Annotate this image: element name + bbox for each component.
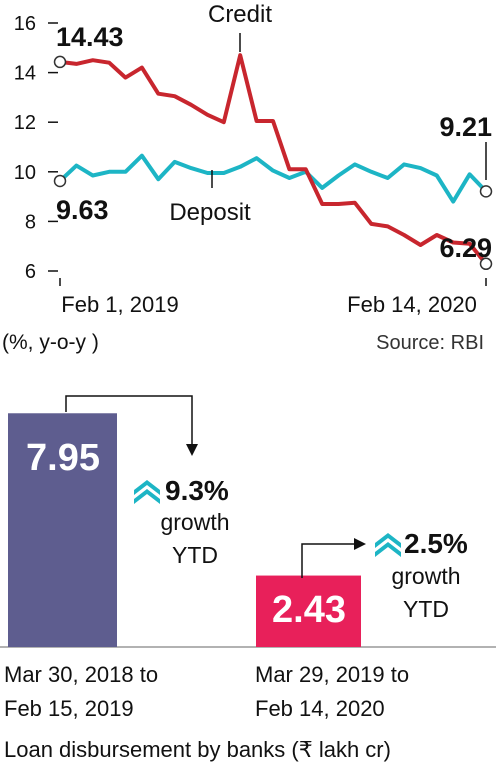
y-tick-label: 10	[14, 162, 36, 184]
double-chevron-up-icon	[375, 533, 401, 557]
bar-2020-arrowhead	[354, 538, 366, 550]
y-tick-label: 8	[25, 211, 36, 233]
x-end-label: Feb 14, 2020	[347, 292, 477, 317]
deposit-series-line	[58, 153, 488, 204]
bar-2020-value: 2.43	[272, 589, 346, 631]
source-label: Source: RBI	[376, 332, 484, 354]
growth-2019-value: 9.3%	[165, 475, 229, 506]
category-2020-line2: Feb 14, 2020	[255, 696, 385, 721]
growth-2019-line2: YTD	[172, 542, 218, 568]
y-axis-ticks: 6 8 10 12 14 16	[14, 13, 58, 283]
growth-2020-value: 2.5%	[404, 528, 468, 559]
bar-2019-arrowhead	[186, 444, 198, 456]
bar-2019-arrow	[65, 395, 193, 446]
y-tick-label: 16	[14, 13, 36, 35]
bar-chart: 7.95 2.43 9.3% growth YTD 2.5% growth YT…	[0, 395, 496, 762]
category-2019-line1: Mar 30, 2018 to	[4, 662, 158, 687]
credit-start-point	[53, 55, 67, 69]
y-tick-label: 6	[25, 261, 36, 283]
growth-2020-line1: growth	[391, 563, 460, 589]
growth-2019-line1: growth	[160, 509, 229, 535]
unit-label: (%, y-o-y )	[2, 331, 99, 354]
growth-2020-line2: YTD	[403, 596, 449, 622]
bar-2019	[8, 413, 117, 647]
deposit-end-point	[479, 185, 493, 198]
category-2020-line1: Mar 29, 2019 to	[255, 662, 409, 687]
bar-chart-title: Loan disbursement by banks (₹ lakh cr)	[4, 737, 391, 762]
credit-end-point	[479, 257, 493, 271]
double-chevron-up-icon	[134, 480, 160, 504]
credit-series-label: Credit	[208, 1, 272, 28]
x-start-label: Feb 1, 2019	[61, 292, 178, 317]
deposit-end-value: 9.21	[439, 112, 492, 142]
bar-2020	[256, 575, 361, 647]
y-tick-label: 12	[14, 112, 36, 134]
credit-series-line	[59, 53, 488, 266]
deposit-start-point	[53, 174, 67, 188]
bar-2019-value: 7.95	[26, 437, 100, 479]
y-tick-label: 14	[14, 63, 36, 85]
deposit-start-value: 9.63	[56, 195, 109, 225]
bar-2020-arrow	[301, 543, 356, 578]
credit-start-value: 14.43	[56, 22, 124, 52]
category-2019-line2: Feb 15, 2019	[4, 696, 134, 721]
line-chart: 6 8 10 12 14 16 Feb 1, 2019 Feb 14, 2020 (%, …	[2, 1, 493, 354]
deposit-series-label: Deposit	[169, 199, 251, 226]
credit-end-value: 6.29	[439, 233, 492, 263]
